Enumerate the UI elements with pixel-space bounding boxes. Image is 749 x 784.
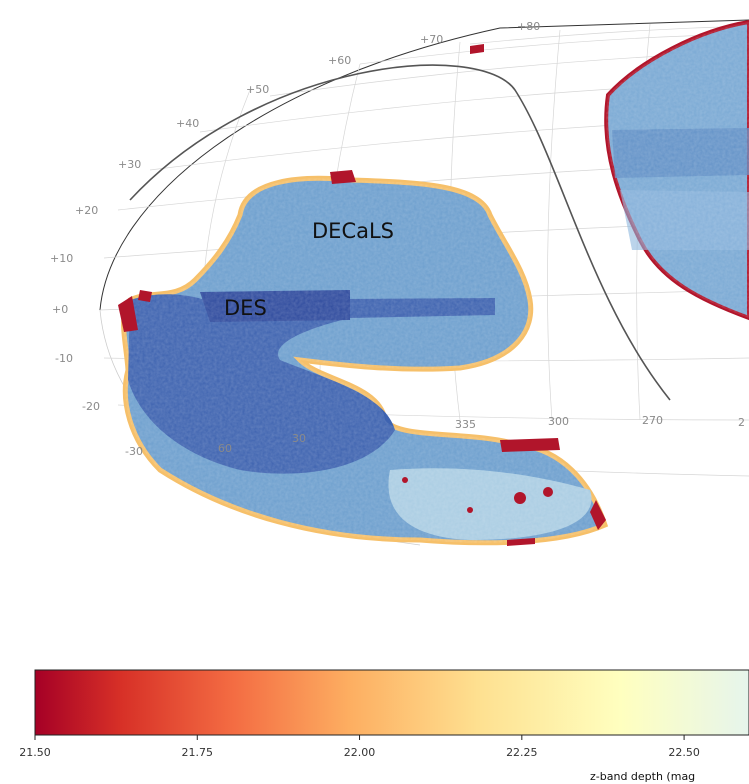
dec-label: +0 — [52, 303, 68, 316]
shallow-edges — [118, 44, 606, 546]
colorbar: 21.50 21.75 22.00 22.25 22.50 z-band depth (… — [19, 669, 749, 783]
dec-label: -30 — [125, 445, 143, 458]
projection-boundary — [99, 19, 749, 311]
colorbar-tick-label: 22.50 — [668, 746, 700, 759]
survey-footprint-north — [604, 19, 749, 321]
ra-labels: 60 30 335 300 270 2 — [218, 414, 745, 455]
colorbar-tick-label: 21.75 — [182, 746, 214, 759]
ra-label: 335 — [455, 418, 476, 431]
dec-label: +10 — [50, 252, 73, 265]
colorbar-tick-label: 22.25 — [506, 746, 538, 759]
ra-label: 30 — [292, 432, 306, 445]
ra-label: 2 — [738, 416, 745, 429]
dec-label: +30 — [118, 158, 141, 171]
survey-label-des: DES — [224, 296, 267, 320]
dec-label: +60 — [328, 54, 351, 67]
galactic-plane-line — [129, 64, 671, 401]
ra-label: 270 — [642, 414, 663, 427]
dec-label: -10 — [55, 352, 73, 365]
ra-label: 60 — [218, 442, 232, 455]
dec-label: +80 — [517, 20, 540, 33]
colorbar-tick-label: 21.50 — [19, 746, 51, 759]
dec-labels: +80 +70 +60 +50 +40 +30 +20 +10 +0 -10 -… — [50, 20, 540, 458]
dec-label: +40 — [176, 117, 199, 130]
dec-label: +70 — [420, 33, 443, 46]
colorbar-tick-label: 22.00 — [344, 746, 376, 759]
ra-label: 300 — [548, 415, 569, 428]
dec-label: +20 — [75, 204, 98, 217]
dec-label: -20 — [82, 400, 100, 413]
colorbar-gradient — [35, 670, 749, 735]
colorbar-label: z-band depth (mag — [590, 770, 695, 783]
dec-label: +50 — [246, 83, 269, 96]
survey-label-decals: DECaLS — [312, 219, 394, 243]
